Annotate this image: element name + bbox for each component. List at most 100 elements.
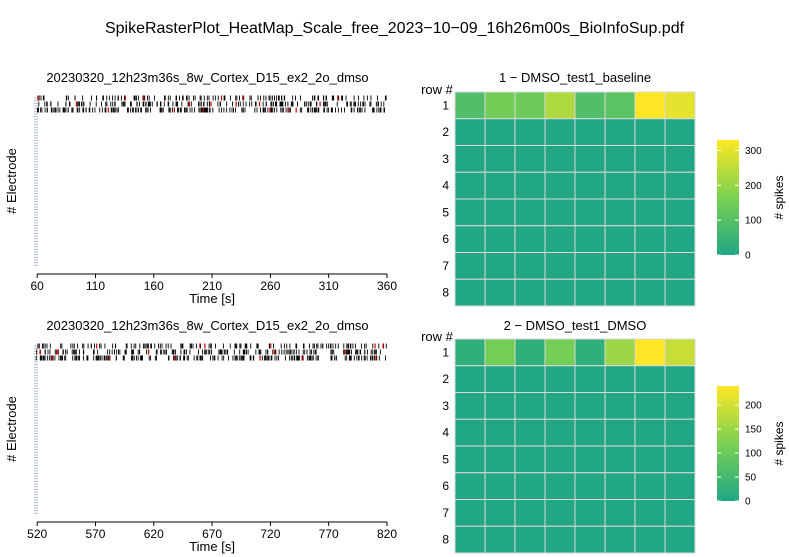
- heatmap-cell: [514, 365, 546, 393]
- row-label: 3: [442, 399, 449, 413]
- x-axis-label: Time [s]: [189, 539, 235, 554]
- heatmap-cell: [634, 252, 666, 280]
- heatmap-cell: [454, 499, 486, 527]
- row-label: 1: [442, 98, 449, 112]
- heatmap-cell: [454, 392, 486, 420]
- heatmap-cell: [664, 252, 696, 280]
- heatmap-cell: [514, 418, 546, 447]
- heatmap-cell: [484, 418, 516, 447]
- heatmap-cell: [484, 392, 516, 420]
- heatmap-cell: [634, 278, 666, 307]
- page-title: SpikeRasterPlot_HeatMap_Scale_free_2023−…: [104, 20, 685, 37]
- heatmap-cell: [484, 365, 516, 393]
- heatmap-cell: [544, 445, 576, 474]
- heatmap-cell: [664, 225, 696, 253]
- heatmap-cell: [574, 118, 606, 146]
- heatmap-cell: [574, 171, 606, 200]
- heatmap-cell: [634, 499, 666, 527]
- heatmap-cell: [484, 91, 516, 120]
- heatmap-cell: [664, 278, 696, 307]
- heatmap-cell: [544, 392, 576, 420]
- heatmap-cell: [484, 278, 516, 307]
- x-tick-label: 620: [144, 527, 164, 541]
- heatmap-cell: [514, 225, 546, 253]
- x-tick-label: 360: [377, 279, 397, 293]
- colorbar-label: # spikes: [772, 175, 786, 219]
- colorbar-tick-label: 50: [745, 473, 757, 484]
- row-label: 7: [442, 506, 449, 520]
- x-tick-label: 160: [144, 279, 164, 293]
- heatmap-cell: [514, 198, 546, 227]
- heatmap-cell: [544, 91, 576, 120]
- x-tick-label: 820: [377, 527, 397, 541]
- heatmap-cell: [454, 338, 486, 367]
- heatmap-cell: [664, 365, 696, 393]
- heatmap-cell: [604, 252, 636, 280]
- heatmap-cell: [544, 525, 576, 554]
- x-tick-label: 720: [260, 527, 280, 541]
- x-tick-label: 260: [260, 279, 280, 293]
- heatmap-cell: [484, 145, 516, 173]
- heatmap-cell: [604, 418, 636, 447]
- x-tick-label: 520: [27, 527, 47, 541]
- colorbar-tick-label: 300: [745, 146, 762, 157]
- heatmap-cell: [574, 91, 606, 120]
- heatmap-cell: [454, 525, 486, 554]
- raster-plot-2: 520 570 620 670 720 770 820 Time [s] # Electrode: [4, 343, 397, 554]
- heatmap-cell: [544, 472, 576, 500]
- heatmap-cell: [664, 499, 696, 527]
- heatmap-cell: [454, 171, 486, 200]
- colorbar-tick-label: 0: [745, 497, 751, 508]
- heatmap-cell: [664, 171, 696, 200]
- x-tick-label: 210: [202, 279, 222, 293]
- colorbar-tick-label: 100: [745, 216, 762, 227]
- heatmap-cell: [514, 145, 546, 173]
- heatmap-cell: [634, 338, 666, 367]
- heatmap-cell: [664, 472, 696, 500]
- heatmap-cell: [604, 225, 636, 253]
- heatmap-cell: [604, 145, 636, 173]
- heatmap-cell: [634, 225, 666, 253]
- row-label: 6: [442, 479, 449, 493]
- heatmap-cell: [664, 118, 696, 146]
- heatmap-cell: [544, 198, 576, 227]
- colorbar-tick-label: 200: [745, 401, 762, 412]
- heatmap-cell: [484, 171, 516, 200]
- heatmap-cell: [454, 278, 486, 307]
- heatmap-cell: [664, 392, 696, 420]
- heatmap-cell: [604, 525, 636, 554]
- heatmap-cell: [574, 145, 606, 173]
- heatmap-cell: [454, 118, 486, 146]
- heatmap-cell: [574, 252, 606, 280]
- heatmap-cell: [634, 445, 666, 474]
- heatmap-2: 1 2 3 4 5 6 7 8 row # 0 50 100 150 200 # spikes: [421, 329, 786, 554]
- heatmap-cell: [484, 338, 516, 367]
- x-tick-label: 310: [319, 279, 339, 293]
- row-label: 6: [442, 232, 449, 246]
- heatmap-cell: [484, 525, 516, 554]
- heatmap-cell: [514, 118, 546, 146]
- x-axis-label: Time [s]: [189, 291, 235, 306]
- heatmap-cell: [574, 392, 606, 420]
- heatmap-cell: [514, 252, 546, 280]
- row-label: 1: [442, 345, 449, 359]
- heatmap-cell: [514, 171, 546, 200]
- x-tick-label: 570: [85, 527, 105, 541]
- heatmap-cell: [544, 252, 576, 280]
- heatmap-cell: [544, 171, 576, 200]
- heatmap-cell: [544, 499, 576, 527]
- heatmap-cell: [604, 198, 636, 227]
- row-label: 7: [442, 259, 449, 273]
- y-axis-label: # Electrode: [4, 396, 19, 462]
- heatmap-cell: [484, 472, 516, 500]
- colorbar-label: # spikes: [772, 421, 786, 465]
- heatmap-cell: [454, 198, 486, 227]
- row-label: 8: [442, 286, 449, 300]
- heatmap-cell: [574, 225, 606, 253]
- x-tick-label: 770: [319, 527, 339, 541]
- raster-title-2: 20230320_12h23m36s_8w_Cortex_D15_ex2_2o_…: [46, 318, 369, 333]
- heatmap-cell: [634, 91, 666, 120]
- heatmap-cell: [574, 472, 606, 500]
- heatmap-cell: [634, 392, 666, 420]
